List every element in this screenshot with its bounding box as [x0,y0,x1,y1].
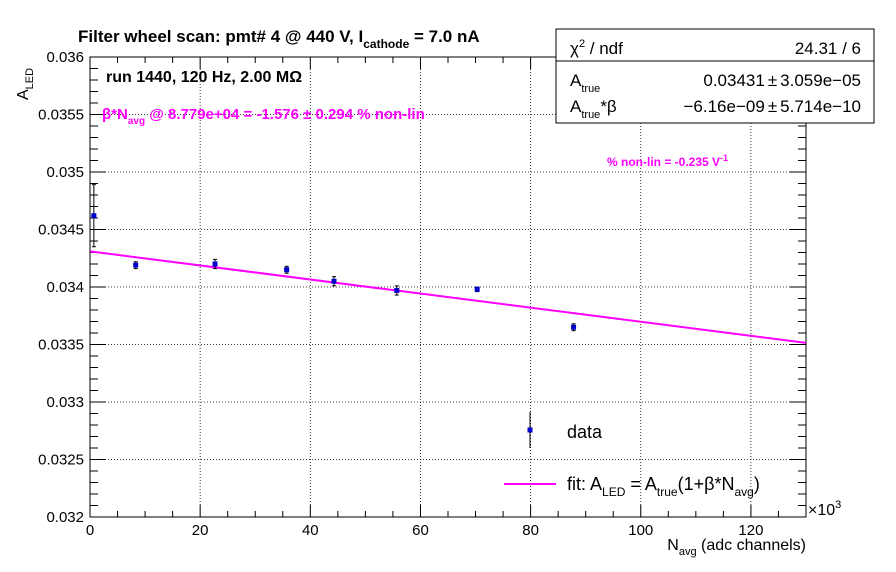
chart-title: Filter wheel scan: pmt# 4 @ 440 V, Icath… [78,27,480,51]
data-layer [91,184,577,332]
x-tick-label: 0 [86,522,94,539]
axis-layer: 0 20 40 60 80 100 120 0.032 0.0325 0.033 0.0335 0.0… [38,49,807,539]
data-point [331,278,337,284]
y-tick-label: 0.033 [46,394,84,411]
x-tick-label: 100 [628,522,653,539]
stats-atb-label: Atrue*β [570,97,617,121]
stats-atrue-value: 0.03431 ±3.059e−05 [703,71,861,90]
data-point [91,213,97,219]
legend-data-label: data [567,422,603,442]
y-tick-label: 0.036 [46,49,84,66]
stats-box-frame [555,28,875,124]
data-point [474,286,480,292]
x-tick-label: 80 [522,522,539,539]
x-exponent-label: ×103 [808,499,841,519]
data-point [571,324,577,330]
y-tick-label: 0.0345 [38,222,84,239]
grid-layer [90,57,806,517]
stats-chi2-label: χ2 / ndf [570,38,623,58]
beta-annotation: β*Navg @ 8.779e+04 = -1.576 ± 0.294 % no… [102,106,425,127]
y-tick-label: 0.0325 [38,452,84,469]
y-tick-label: 0.0355 [38,107,84,124]
stats-atrue-label: Atrue [570,71,600,95]
data-point [133,262,139,268]
nonlin-annotation: % non-lin = -0.235 V-1 [607,153,728,169]
y-tick-label: 0.032 [46,509,84,526]
fit-layer [89,250,807,344]
legend-data-marker [527,427,533,433]
x-tick-label: 120 [738,522,763,539]
x-tick-label: 20 [192,522,209,539]
stats-box: χ2 / ndf 24.31 / 6 Atrue 0.03431 ±3.059e−… [555,28,875,124]
stats-chi2-value: 24.31 / 6 [795,39,861,58]
data-point [284,267,290,273]
stats-atb-value: −6.16e−09 ±5.714e−10 [684,97,862,116]
y-tick-label: 0.035 [46,164,84,181]
y-tick-label: 0.0335 [38,337,84,354]
y-axis-label: ALED [15,68,36,100]
x-axis-label: Navg (adc channels) [667,537,806,558]
run-annotation: run 1440, 120 Hz, 2.00 MΩ [106,69,302,86]
y-tick-label: 0.034 [46,279,84,296]
data-point [394,287,400,293]
legend-fit-label: fit: ALED = Atrue(1+β*Navg) [567,474,760,499]
x-tick-label: 60 [412,522,429,539]
fit-line [89,250,807,344]
legend: data fit: ALED = Atrue(1+β*Navg) [504,412,760,499]
data-point [212,261,218,267]
x-tick-label: 40 [302,522,319,539]
